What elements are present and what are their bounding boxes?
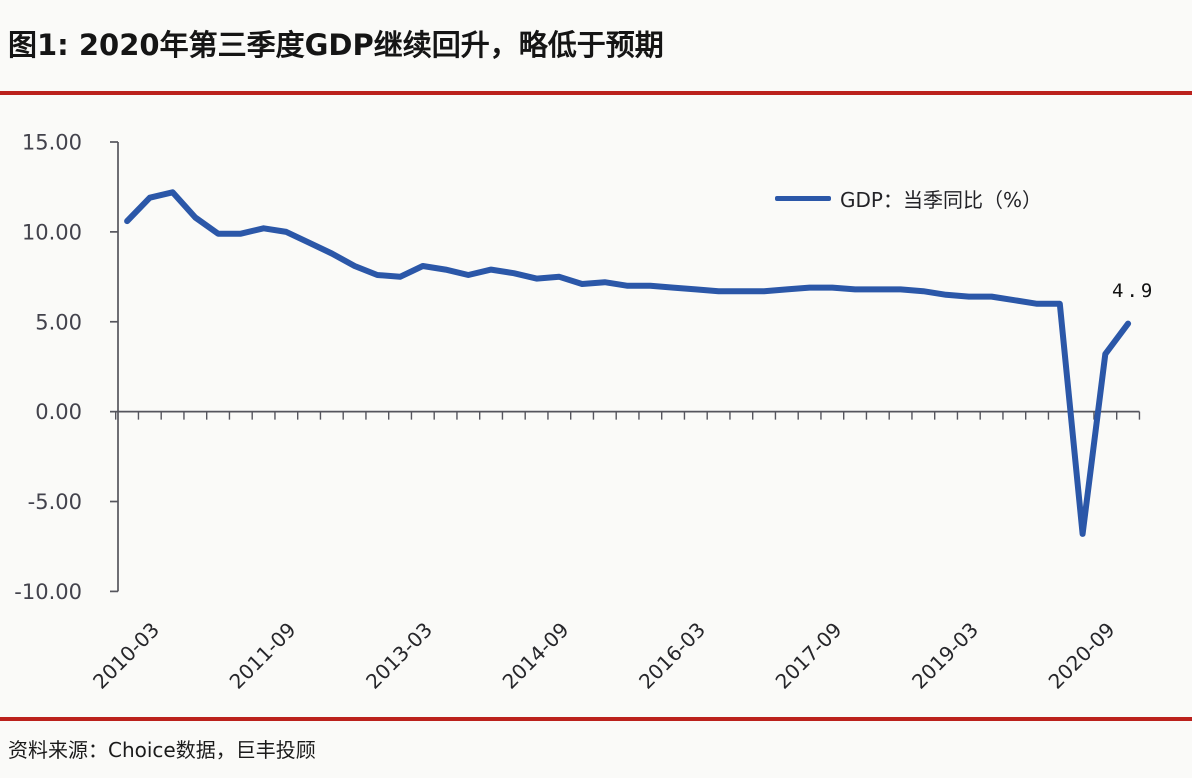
legend-line-swatch (775, 196, 831, 201)
x-tick-label: 2011-09 (225, 618, 301, 694)
y-tick-label: -10.00 (14, 580, 82, 604)
footer-divider-line (0, 717, 1192, 721)
x-tick-label: 2014-09 (498, 618, 574, 694)
last-value-label: 4.9 (1112, 280, 1156, 302)
source-note: 资料来源：Choice数据，巨丰投顾 (8, 738, 316, 762)
x-tick-label: 2019-03 (907, 618, 983, 694)
x-tick-label: 2017-09 (771, 618, 847, 694)
y-tick-label: 15.00 (22, 131, 82, 155)
x-tick-label: 2020-09 (1044, 618, 1120, 694)
title-divider-line (0, 91, 1192, 95)
x-tick-label: 2010-03 (88, 618, 164, 694)
figure-title: 图1: 2020年第三季度GDP继续回升，略低于预期 (8, 28, 664, 62)
x-tick-label: 2016-03 (634, 618, 710, 694)
chart-legend: GDP：当季同比（%） (775, 184, 1042, 213)
y-tick-label: 0.00 (35, 400, 82, 424)
x-tick-label: 2013-03 (361, 618, 437, 694)
y-tick-label: 5.00 (35, 310, 82, 334)
y-tick-label: -5.00 (28, 490, 82, 514)
y-tick-label: 10.00 (22, 220, 82, 244)
gdp-series-line (124, 189, 1132, 537)
legend-label: GDP：当季同比（%） (840, 188, 1042, 212)
